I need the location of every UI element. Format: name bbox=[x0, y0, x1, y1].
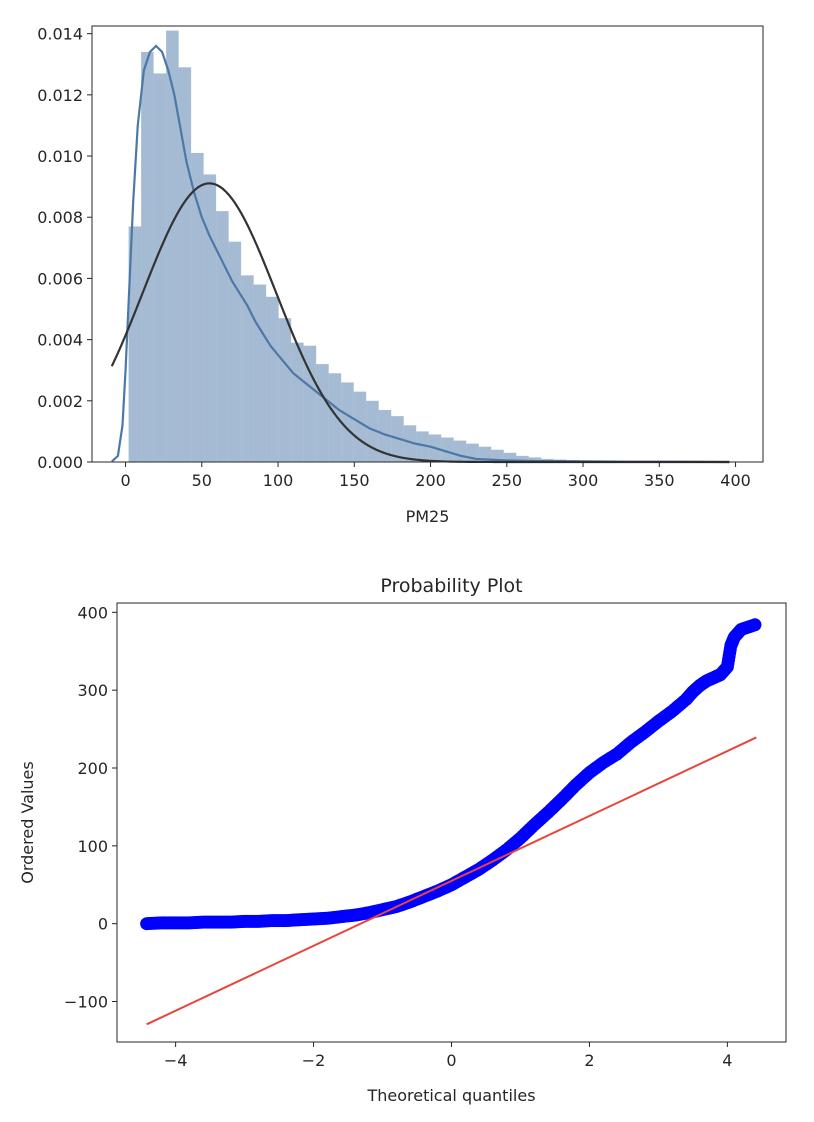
probability-plot-chart: Probability Plot −4 −2 0 2 4 −100 0 100 200 300 4… bbox=[18, 575, 787, 1105]
data-point bbox=[748, 618, 762, 632]
y-axis-label: Ordered Values bbox=[18, 761, 37, 883]
histogram-bar bbox=[403, 425, 417, 462]
histogram-bar bbox=[166, 30, 179, 462]
histogram-bar bbox=[416, 431, 429, 462]
histogram-bar bbox=[253, 284, 267, 462]
y-tick-label: 300 bbox=[77, 681, 108, 700]
histogram-bar bbox=[441, 437, 454, 462]
histogram-bar bbox=[303, 345, 317, 462]
x-tick-label: 150 bbox=[339, 471, 370, 490]
x-tick-label: 0 bbox=[446, 1051, 456, 1070]
histogram-bar bbox=[353, 391, 367, 462]
fit-line bbox=[146, 736, 757, 1026]
chart-title: Probability Plot bbox=[380, 575, 522, 597]
x-tick-label: 100 bbox=[263, 471, 294, 490]
x-tick-label: 2 bbox=[584, 1051, 594, 1070]
histogram-bar bbox=[141, 52, 154, 462]
x-tick-label: 300 bbox=[568, 471, 599, 490]
y-tick-label: 200 bbox=[77, 759, 108, 778]
y-tick-label: 0.004 bbox=[37, 331, 83, 350]
histogram-bar bbox=[266, 296, 279, 462]
plot-frame bbox=[91, 25, 764, 463]
histogram-bar bbox=[316, 364, 329, 462]
histogram-bar bbox=[203, 174, 217, 462]
plot-frame bbox=[116, 602, 787, 1043]
histogram-bar bbox=[153, 73, 167, 462]
x-tick-label: −2 bbox=[302, 1051, 326, 1070]
ordered-value-points bbox=[140, 618, 762, 931]
histogram-bar bbox=[216, 211, 229, 462]
histogram-bar bbox=[278, 318, 292, 462]
histogram-bar bbox=[191, 152, 204, 462]
histogram-bar bbox=[328, 373, 342, 462]
x-tick-label: 250 bbox=[492, 471, 523, 490]
x-tick-label: 350 bbox=[644, 471, 675, 490]
x-tick-label: 200 bbox=[415, 471, 446, 490]
x-axis-label: PM25 bbox=[406, 507, 450, 526]
histogram-bar bbox=[528, 457, 542, 462]
y-tick-label: 0.008 bbox=[37, 208, 83, 227]
histogram-bar bbox=[341, 382, 354, 462]
histogram-bar bbox=[128, 226, 142, 462]
y-tick-label: 400 bbox=[77, 603, 108, 622]
kde-curve bbox=[111, 44, 730, 464]
x-tick-label: −4 bbox=[164, 1051, 188, 1070]
histogram-bar bbox=[291, 342, 304, 462]
x-tick-label: 50 bbox=[192, 471, 212, 490]
x-tick-label: 400 bbox=[720, 471, 751, 490]
x-tick-label: 4 bbox=[722, 1051, 732, 1070]
histogram-bar bbox=[378, 409, 392, 462]
histogram-bar bbox=[228, 241, 242, 462]
histogram-bar bbox=[516, 455, 529, 462]
y-tick-label: 0.002 bbox=[37, 392, 83, 411]
y-tick-label: 0.014 bbox=[37, 25, 83, 44]
histogram-bar bbox=[503, 452, 517, 462]
y-tick-label: 0 bbox=[98, 915, 108, 934]
y-tick-label: 0.000 bbox=[37, 453, 83, 472]
y-axis-ticks: −100 0 100 200 300 400 bbox=[64, 603, 117, 1012]
histogram-bar bbox=[241, 275, 254, 462]
x-axis-label: Theoretical quantiles bbox=[366, 1086, 535, 1105]
histogram-chart: 0 50 100 150 200 250 300 350 400 0.000 0.002 0.004… bbox=[37, 25, 764, 526]
x-axis-ticks: 0 50 100 150 200 250 300 350 400 bbox=[120, 462, 751, 490]
x-axis-ticks: −4 −2 0 2 4 bbox=[164, 1042, 732, 1070]
histogram-bar bbox=[453, 440, 467, 462]
x-tick-label: 0 bbox=[120, 471, 130, 490]
y-tick-label: 0.010 bbox=[37, 147, 83, 166]
y-tick-label: 0.006 bbox=[37, 269, 83, 288]
y-tick-label: 100 bbox=[77, 837, 108, 856]
histogram-bars bbox=[128, 30, 704, 462]
y-tick-label: 0.012 bbox=[37, 86, 83, 105]
y-axis-ticks: 0.000 0.002 0.004 0.006 0.008 0.010 0.012 0.014 bbox=[37, 25, 92, 472]
y-tick-label: −100 bbox=[64, 993, 108, 1012]
